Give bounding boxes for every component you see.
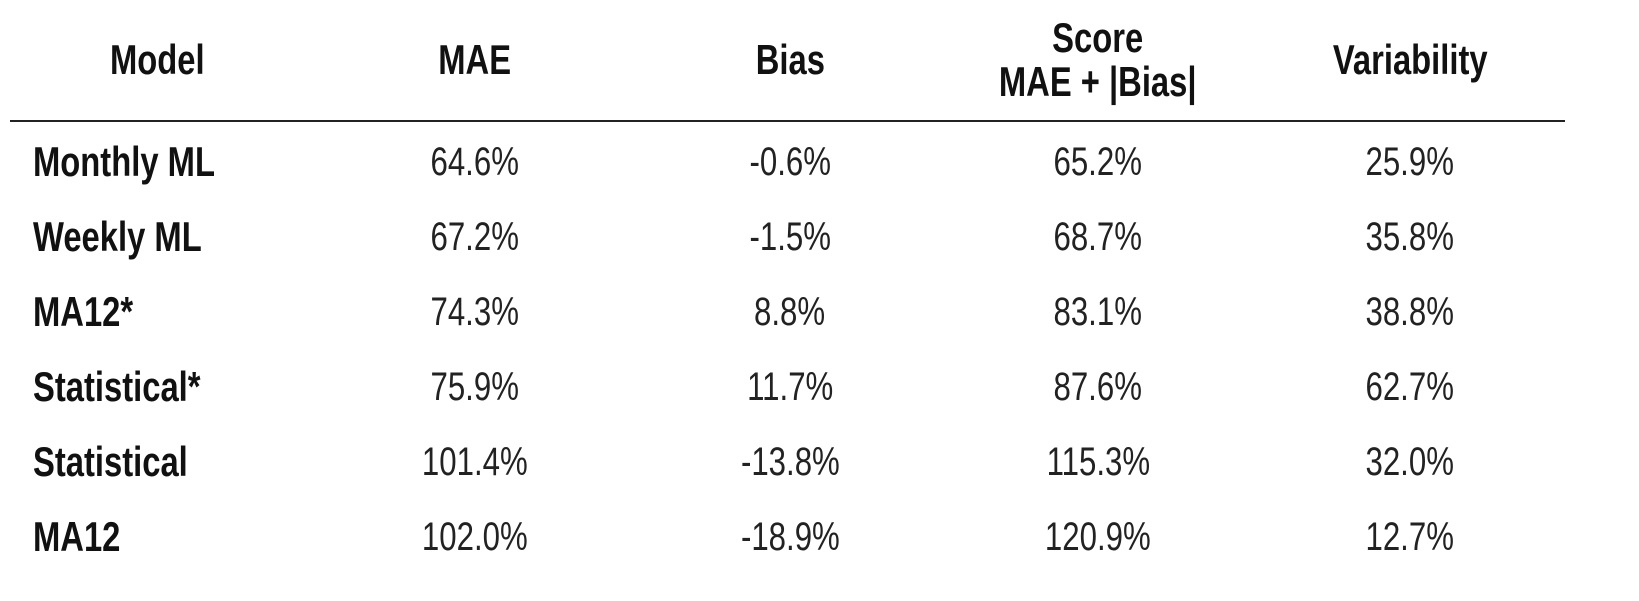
table-cell: 8.8%: [590, 290, 990, 334]
table-cell: 11.7%: [590, 365, 990, 409]
table-cell-text: 25.9%: [1365, 140, 1455, 184]
row-label-text: Weekly ML: [33, 213, 202, 260]
table-cell: 74.3%: [275, 290, 675, 334]
table-cell-text: 75.9%: [430, 365, 520, 409]
table-cell: -18.9%: [590, 515, 990, 559]
table-cell-text: 68.7%: [1053, 215, 1143, 259]
column-header: MAE: [275, 38, 675, 82]
table-cell: -13.8%: [590, 440, 990, 484]
table-cell-text: -18.9%: [740, 515, 840, 559]
column-header: Score MAE + |Bias|: [898, 16, 1298, 104]
table-cell: 87.6%: [898, 365, 1298, 409]
table-cell-text: 11.7%: [746, 365, 834, 409]
table-cell: 83.1%: [898, 290, 1298, 334]
row-label-text: MA12*: [33, 288, 134, 335]
table-cell: 32.0%: [1210, 440, 1610, 484]
table-cell-text: -13.8%: [740, 440, 840, 484]
table-cell: 12.7%: [1210, 515, 1610, 559]
table-cell-text: 83.1%: [1053, 290, 1143, 334]
table-cell: -1.5%: [590, 215, 990, 259]
table-cell: 25.9%: [1210, 140, 1610, 184]
column-header-text: MAE: [438, 36, 512, 83]
column-header: Variability: [1210, 38, 1610, 82]
table-cell: 62.7%: [1210, 365, 1610, 409]
table-cell-text: 87.6%: [1053, 365, 1143, 409]
table-cell: -0.6%: [590, 140, 990, 184]
row-label-text: Statistical: [33, 438, 188, 485]
column-header: Model: [110, 38, 231, 82]
table-cell: 67.2%: [275, 215, 675, 259]
table-cell: 64.6%: [275, 140, 675, 184]
table-cell-text: 120.9%: [1045, 515, 1151, 559]
table-cell-text: 101.4%: [422, 440, 528, 484]
header-rule: [10, 120, 1565, 122]
column-header-text: Score MAE + |Bias|: [999, 14, 1197, 105]
table-cell-text: 62.7%: [1365, 365, 1455, 409]
table-cell: 38.8%: [1210, 290, 1610, 334]
column-header-text: Variability: [1332, 36, 1488, 83]
table-cell-text: -1.5%: [749, 215, 831, 259]
row-label-text: MA12: [33, 513, 121, 560]
table-cell-text: 102.0%: [422, 515, 528, 559]
row-label-text: Monthly ML: [33, 138, 215, 185]
column-header-text: Bias: [755, 36, 825, 83]
table-cell-text: 74.3%: [430, 290, 520, 334]
table-cell-text: 8.8%: [754, 290, 826, 334]
table-cell-text: 64.6%: [430, 140, 520, 184]
table-cell: 102.0%: [275, 515, 675, 559]
column-header-text: Model: [110, 36, 205, 83]
table-cell: 115.3%: [898, 440, 1298, 484]
column-header: Bias: [590, 38, 990, 82]
table-cell-text: 32.0%: [1365, 440, 1455, 484]
table-cell: 65.2%: [898, 140, 1298, 184]
table-cell: 101.4%: [275, 440, 675, 484]
table-cell: 120.9%: [898, 515, 1298, 559]
row-label: Weekly ML: [33, 215, 249, 259]
row-label: Monthly ML: [33, 140, 266, 184]
row-label: MA12*: [33, 290, 161, 334]
row-label: Statistical: [33, 440, 231, 484]
table-cell: 68.7%: [898, 215, 1298, 259]
row-label: Statistical*: [33, 365, 248, 409]
table-cell-text: 38.8%: [1365, 290, 1455, 334]
table-cell-text: 115.3%: [1046, 440, 1150, 484]
table-cell: 75.9%: [275, 365, 675, 409]
table-cell-text: 67.2%: [430, 215, 520, 259]
row-label: MA12: [33, 515, 145, 559]
table-cell-text: -0.6%: [749, 140, 831, 184]
table-cell-text: 65.2%: [1053, 140, 1143, 184]
table-cell-text: 12.7%: [1365, 515, 1455, 559]
table-cell-text: 35.8%: [1365, 215, 1455, 259]
table-cell: 35.8%: [1210, 215, 1610, 259]
row-label-text: Statistical*: [33, 363, 201, 410]
